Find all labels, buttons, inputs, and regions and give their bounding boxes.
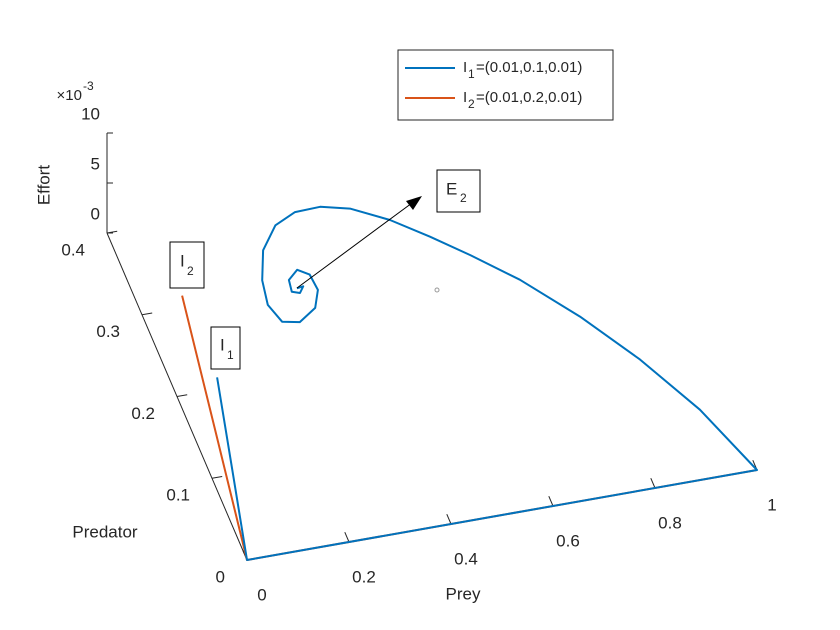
- x-tick-label: 1: [767, 495, 776, 514]
- x-tick-label: 0.6: [556, 531, 580, 550]
- x-tick-label: 0.8: [658, 513, 682, 532]
- x-axis-label: Prey: [446, 584, 481, 603]
- z-exponent: ×10: [57, 87, 82, 104]
- z-tick-label: 5: [91, 154, 100, 173]
- annotation-sub: 2: [460, 191, 467, 205]
- annotation-i1: I 1: [210, 326, 241, 370]
- legend-label-rest: =(0.01,0.2,0.01): [476, 89, 582, 106]
- y-tick: [211, 475, 223, 479]
- x-tick: [650, 477, 656, 489]
- z-axis-label: Effort: [34, 165, 53, 206]
- legend: I 1 =(0.01,0.1,0.01)I 2 =(0.01,0.2,0.01): [397, 49, 614, 121]
- legend-label-sub: 2: [468, 97, 475, 111]
- annotation-sub: 2: [187, 264, 194, 278]
- annotation-box: [169, 241, 205, 289]
- y-tick-label: 0: [216, 567, 225, 586]
- marker: [434, 287, 440, 293]
- y-tick-label: 0.3: [96, 322, 120, 341]
- z-tick-label: 10: [81, 104, 100, 123]
- x-tick: [344, 531, 350, 543]
- annotation-text: E: [446, 179, 457, 198]
- legend-label: I: [463, 59, 467, 76]
- annotation-box: [210, 326, 241, 370]
- legend-label-sub: 1: [468, 67, 475, 81]
- annotation-text: I: [220, 335, 225, 354]
- x-tick: [548, 495, 554, 507]
- arrow: [296, 202, 413, 289]
- x-tick-label: 0: [257, 585, 266, 604]
- annotation-e2: E 2: [296, 169, 481, 289]
- annotation-i2: I 2: [169, 241, 205, 289]
- annotation-sub: 1: [227, 348, 234, 362]
- y-axis-label: Predator: [72, 522, 138, 541]
- annotation-box: [436, 169, 481, 213]
- series-line: [216, 205, 758, 561]
- legend-label-rest: =(0.01,0.1,0.01): [476, 59, 582, 76]
- legend-label: I: [463, 89, 467, 106]
- y-tick: [176, 394, 188, 397]
- z-tick-label: 0: [91, 204, 100, 223]
- legend-box: [397, 49, 614, 121]
- plot-lines: [181, 205, 758, 561]
- y-tick-label: 0.4: [61, 240, 85, 259]
- x-tick-label: 0.4: [454, 549, 478, 568]
- y-tick: [141, 312, 153, 316]
- arrow-head: [406, 196, 422, 210]
- annotation-text: I: [180, 251, 185, 270]
- x-tick-label: 0.2: [352, 567, 376, 586]
- x-tick: [446, 513, 452, 525]
- z-exponent-power: -3: [83, 79, 94, 93]
- y-tick-label: 0.2: [131, 404, 155, 423]
- y-tick-label: 0.1: [166, 486, 190, 505]
